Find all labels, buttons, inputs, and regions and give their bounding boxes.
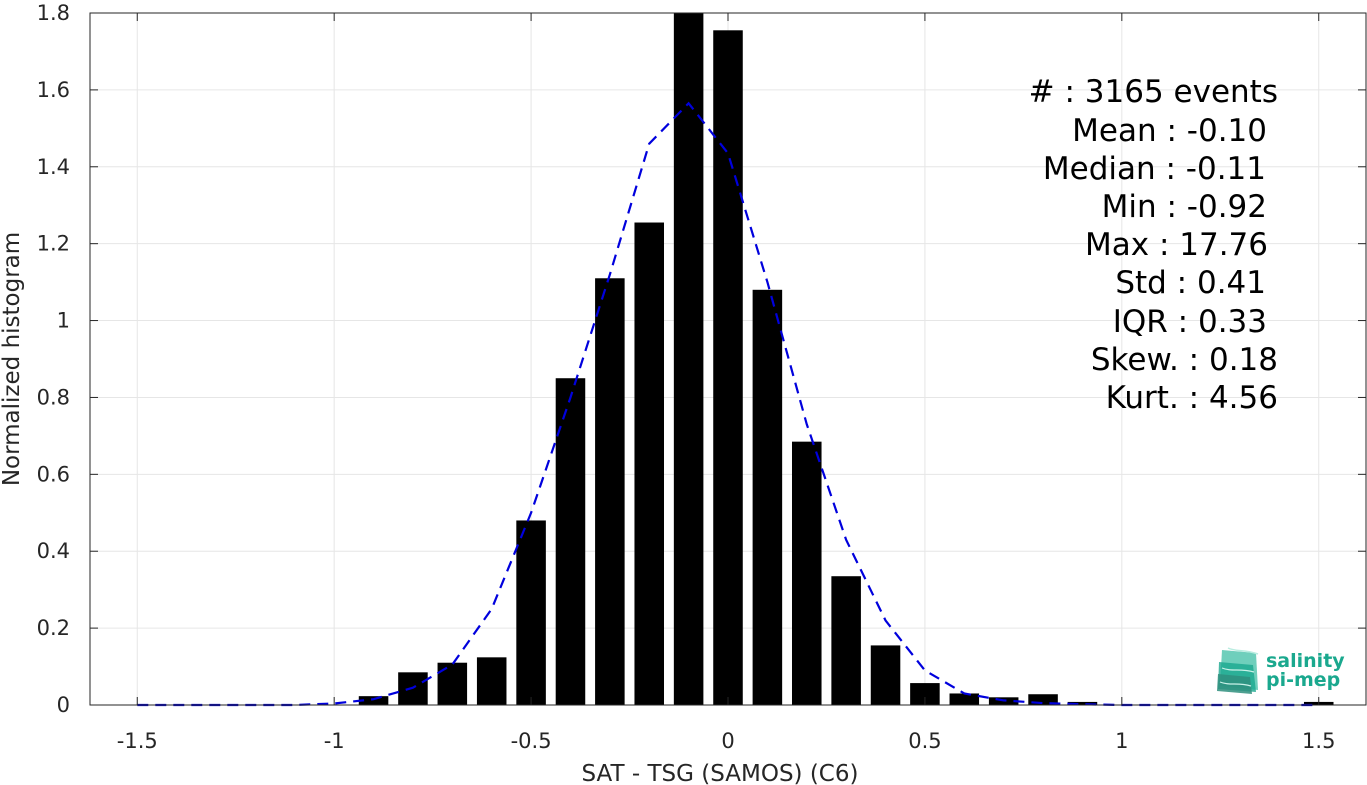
histogram-bar: [831, 576, 861, 705]
y-tick-label: 0.8: [37, 385, 70, 409]
stat-max: Max : 17.76: [1085, 227, 1268, 263]
histogram-bar: [791, 441, 822, 705]
y-tick-label: 0: [57, 693, 70, 717]
histogram-bar: [752, 289, 783, 705]
wave-stack-icon: [1217, 647, 1259, 694]
x-tick-label: 1: [1115, 729, 1128, 753]
stat-kurt: Kurt. : 4.56: [1106, 380, 1278, 416]
logo-line2: pi-mep: [1266, 669, 1340, 691]
x-tick-label: -1.5: [117, 729, 158, 753]
stat-iqr: IQR : 0.33: [1113, 304, 1267, 340]
y-tick-label: 1.6: [37, 78, 70, 102]
histogram-bar: [949, 693, 980, 705]
x-tick-label: 0.5: [908, 729, 941, 753]
histogram-bar: [1067, 701, 1098, 705]
stat-skew: Skew. : 0.18: [1091, 342, 1278, 378]
x-tick-label: -0.5: [511, 729, 552, 753]
x-axis-label: SAT - TSG (SAMOS) (C6): [582, 761, 859, 785]
y-tick-labels: 0 0.2 0.4 0.6 0.8 1 1.2 1.4 1.6 1.8: [37, 1, 70, 717]
histogram-bar: [437, 662, 468, 705]
histogram-bar: [476, 657, 507, 705]
histogram-bar: [713, 30, 743, 706]
stat-std: Std : 0.41: [1115, 265, 1266, 301]
salinity-pi-mep-logo: salinity pi-mep: [1217, 647, 1345, 694]
axis-ticks: [90, 12, 1366, 706]
y-tick-label: 1.4: [37, 155, 70, 179]
y-tick-label: 0.2: [37, 616, 70, 640]
statistics-box: # : 3165 events Mean : -0.10 Median : -0…: [1029, 74, 1278, 416]
stat-mean: Mean : -0.10: [1072, 113, 1267, 149]
histogram-bar: [870, 645, 901, 705]
stat-count: # : 3165 events: [1029, 74, 1278, 110]
y-tick-label: 1: [57, 309, 70, 333]
histogram-bar: [358, 696, 389, 705]
histogram-bar: [634, 222, 665, 705]
logo-line1: salinity: [1266, 650, 1345, 672]
x-tick-label: -1: [324, 729, 345, 753]
y-tick-label: 0.4: [37, 539, 70, 563]
histogram-bar: [516, 520, 546, 705]
stat-median: Median : -0.11: [1043, 151, 1266, 187]
y-tick-label: 0.6: [37, 462, 70, 486]
x-tick-labels: -1.5 -1 -0.5 0 0.5 1 1.5: [117, 729, 1336, 753]
histogram-bars: [358, 13, 1334, 706]
histogram-bar: [1028, 694, 1058, 705]
y-axis-label: Normalized histogram: [0, 232, 25, 486]
histogram-bar: [910, 683, 940, 705]
histogram-bar: [595, 278, 625, 705]
histogram-bar: [673, 13, 704, 705]
histogram-bar: [555, 378, 586, 705]
stat-min: Min : -0.92: [1102, 189, 1267, 225]
x-tick-label: 0: [721, 729, 734, 753]
x-tick-label: 1.5: [1302, 729, 1335, 753]
y-tick-label: 1.8: [37, 1, 70, 25]
y-tick-label: 1.2: [37, 232, 70, 256]
